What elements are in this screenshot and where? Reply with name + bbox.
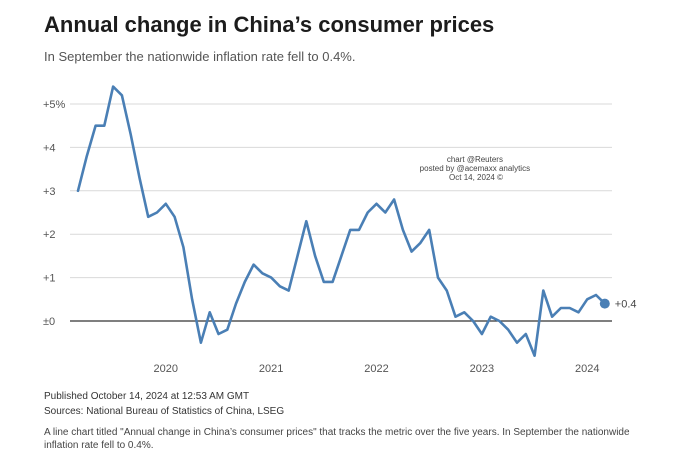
y-tick-label: +2 bbox=[43, 229, 56, 241]
x-tick-label: 2024 bbox=[575, 363, 599, 375]
credit-line: Oct 14, 2024 © bbox=[449, 173, 503, 182]
chart-title: Annual change in China’s consumer prices bbox=[44, 12, 495, 37]
sources-note: Sources: National Bureau of Statistics o… bbox=[44, 406, 285, 417]
series-line bbox=[76, 85, 607, 358]
y-axis-ticks: +5% +4 +3 +2 +1 ±0 bbox=[43, 99, 66, 328]
x-tick-label: 2022 bbox=[364, 363, 388, 375]
x-tick-label: 2021 bbox=[259, 363, 283, 375]
gridlines bbox=[70, 103, 612, 322]
last-point-marker bbox=[599, 298, 610, 309]
chart-subtitle: In September the nationwide inflation ra… bbox=[44, 49, 356, 64]
y-tick-label: ±0 bbox=[43, 316, 55, 328]
chart-description: A line chart titled "Annual change in Ch… bbox=[44, 427, 630, 451]
series-group: +0.4 bbox=[76, 85, 637, 358]
published-date: Published October 14, 2024 at 12:53 AM G… bbox=[44, 391, 250, 402]
end-value-label: +0.4 bbox=[615, 299, 637, 311]
x-tick-label: 2020 bbox=[154, 363, 178, 375]
y-tick-label: +3 bbox=[43, 186, 56, 198]
credit-line: posted by @acemaxx analytics bbox=[420, 164, 530, 173]
y-tick-label: +1 bbox=[43, 273, 56, 285]
y-tick-label: +5% bbox=[43, 99, 66, 111]
x-tick-label: 2023 bbox=[470, 363, 494, 375]
chart-credit: chart @Reuters posted by @acemaxx analyt… bbox=[420, 155, 533, 182]
y-tick-label: +4 bbox=[43, 142, 56, 154]
credit-line: chart @Reuters bbox=[447, 155, 503, 164]
x-axis-ticks: 2020 2021 2022 2023 2024 bbox=[154, 363, 600, 375]
line-chart: +5%+4+3+2+1±0 2020 2021 2022 2023 2024 +0.4 … bbox=[43, 85, 637, 375]
